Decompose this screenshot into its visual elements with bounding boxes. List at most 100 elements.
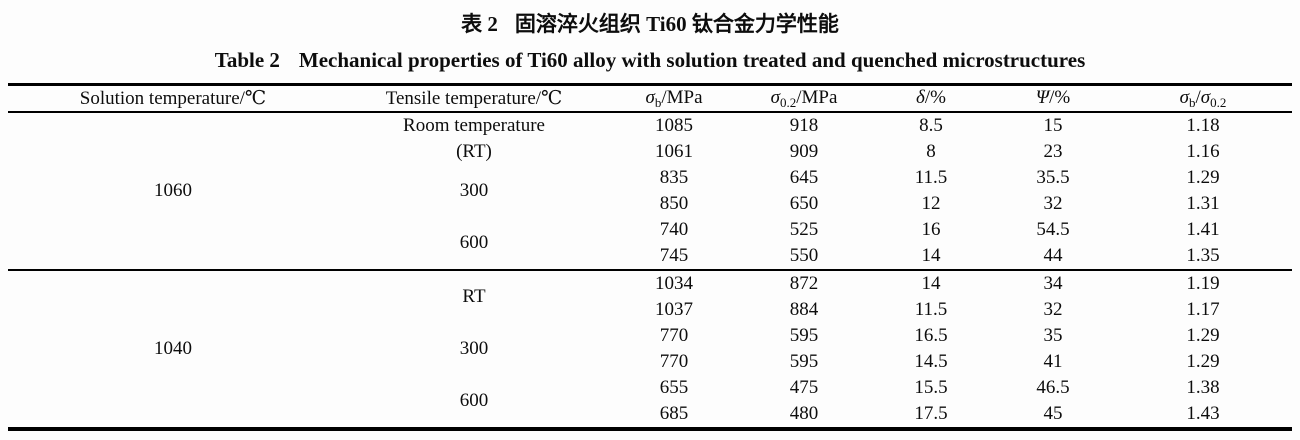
value-cell: 645 — [789, 166, 819, 188]
value-cell: 54.5 — [1036, 218, 1070, 240]
value-cell: 1.29 — [1186, 350, 1220, 372]
value-cell: 1085 — [655, 114, 693, 136]
properties-table: Solution temperature/℃ Tensile temperatur… — [8, 83, 1292, 431]
tensile-temperature-cell: Room temperature (RT) — [338, 112, 610, 165]
value-cell: 1037 — [655, 298, 693, 320]
value-cell: 44 — [1043, 244, 1063, 266]
value-cell: 45 — [1043, 402, 1063, 424]
value-cell: 480 — [789, 402, 819, 424]
table-header-row: Solution temperature/℃ Tensile temperatur… — [8, 85, 1292, 112]
value-cell: 1.35 — [1186, 244, 1220, 266]
value-cell: 1.31 — [1186, 192, 1220, 214]
caption-chinese-text: 固溶淬火组织 Ti60 钛合金力学性能 — [514, 12, 839, 36]
table-row: 850 650 12 32 1.31 — [8, 191, 1292, 217]
value-cell: 685 — [659, 402, 689, 424]
value-cell: 884 — [789, 298, 819, 320]
value-cell: 34 — [1043, 272, 1063, 294]
table-row: 600 740 525 16 54.5 1.41 — [8, 217, 1292, 253]
table-row: 300 835 645 11.5 35.5 1.29 — [8, 165, 1292, 201]
tensile-temperature-line: 600 — [459, 231, 489, 253]
table-row: 1040 RT 1034 872 14 34 1.19 — [8, 269, 1292, 359]
value-cell: 16 — [921, 218, 941, 240]
column-header-solution-temperature: Solution temperature/℃ — [79, 87, 267, 109]
value-cell: 1061 — [655, 140, 693, 162]
value-cell: 1.41 — [1186, 218, 1220, 240]
value-cell: 655 — [659, 376, 689, 398]
value-cell: 850 — [659, 192, 689, 214]
value-cell: 23 — [1043, 140, 1063, 162]
tensile-temperature-line: RT — [462, 285, 486, 307]
column-header-delta: δ/% — [916, 87, 946, 109]
value-cell: 745 — [659, 244, 689, 266]
value-cell: 1034 — [655, 272, 693, 294]
value-cell: 14.5 — [914, 350, 948, 372]
value-cell: 650 — [789, 192, 819, 214]
value-cell: 525 — [789, 218, 819, 240]
value-cell: 1.16 — [1186, 140, 1220, 162]
tensile-temperature-cell: 600 — [338, 375, 610, 429]
tensile-temperature-cell: 600 — [338, 217, 610, 270]
value-cell: 770 — [659, 324, 689, 346]
value-cell: 8 — [926, 140, 936, 162]
column-header-sigma-0-2: σ0.2/MPa — [770, 87, 838, 111]
value-cell: 11.5 — [914, 166, 948, 188]
value-cell: 1.17 — [1186, 298, 1220, 320]
tensile-temperature-line: (RT) — [456, 140, 492, 162]
tensile-temperature-cell: 300 — [338, 165, 610, 217]
table-row: 300 770 595 16.5 35 1.29 — [8, 323, 1292, 359]
column-header-tensile-temperature: Tensile temperature/℃ — [385, 87, 563, 109]
value-cell: 918 — [789, 114, 819, 136]
caption-english-label: Table 2 — [214, 48, 280, 72]
value-cell: 12 — [921, 192, 941, 214]
value-cell: 475 — [789, 376, 819, 398]
solution-temperature-cell: 1040 — [154, 337, 192, 359]
tensile-temperature-line: 300 — [459, 337, 489, 359]
value-cell: 32 — [1043, 192, 1063, 214]
value-cell: 1.43 — [1186, 402, 1220, 424]
column-header-sigma-ratio: σb/σ0.2 — [1179, 87, 1227, 111]
value-cell: 46.5 — [1036, 376, 1070, 398]
value-cell: 1.29 — [1186, 324, 1220, 346]
value-cell: 14 — [921, 272, 941, 294]
value-cell: 1.18 — [1186, 114, 1220, 136]
table-row: 600 655 475 15.5 46.5 1.38 — [8, 375, 1292, 411]
value-cell: 35.5 — [1036, 166, 1070, 188]
value-cell: 1.29 — [1186, 166, 1220, 188]
table-body: 1060 Room temperature (RT) 1085 918 8.5 15 1.18… — [8, 112, 1292, 429]
value-cell: 835 — [659, 166, 689, 188]
value-cell: 35 — [1043, 324, 1063, 346]
table-row: 770 595 14.5 41 1.29 — [8, 349, 1292, 375]
value-cell: 770 — [659, 350, 689, 372]
tensile-temperature-cell: 300 — [338, 323, 610, 375]
value-cell: 595 — [789, 324, 819, 346]
value-cell: 909 — [789, 140, 819, 162]
column-header-psi: Ψ/% — [1035, 87, 1071, 109]
solution-temperature-cell: 1060 — [154, 179, 192, 201]
value-cell: 740 — [659, 218, 689, 240]
table-row: 1060 Room temperature (RT) 1085 918 8.5 15 1.18 — [8, 112, 1292, 201]
value-cell: 8.5 — [919, 114, 943, 136]
value-cell: 1.19 — [1186, 272, 1220, 294]
value-cell: 41 — [1043, 350, 1063, 372]
tensile-temperature-cell: RT — [338, 270, 610, 323]
caption-english: Table 2 Mechanical properties of Ti60 all… — [0, 48, 1300, 73]
value-cell: 595 — [789, 350, 819, 372]
table-row: 1037 884 11.5 32 1.17 — [8, 297, 1292, 323]
caption-chinese: 表 2 固溶淬火组织 Ti60 钛合金力学性能 — [0, 11, 1300, 38]
value-cell: 14 — [921, 244, 941, 266]
caption-english-text: Mechanical properties of Ti60 alloy with… — [298, 48, 1086, 72]
value-cell: 872 — [789, 272, 819, 294]
value-cell: 550 — [789, 244, 819, 266]
tensile-temperature-line: 300 — [459, 179, 489, 201]
value-cell: 17.5 — [914, 402, 948, 424]
caption-chinese-label: 表 2 — [461, 12, 498, 36]
value-cell: 1.38 — [1186, 376, 1220, 398]
tensile-temperature-line: 600 — [459, 389, 489, 411]
value-cell: 16.5 — [914, 324, 948, 346]
table-captions: 表 2 固溶淬火组织 Ti60 钛合金力学性能 Table 2 Mechanical… — [0, 0, 1300, 73]
value-cell: 15.5 — [914, 376, 948, 398]
column-header-sigma-b: σb/MPa — [645, 87, 703, 111]
value-cell: 32 — [1043, 298, 1063, 320]
table-row: 745 550 14 44 1.35 — [8, 243, 1292, 270]
table-row: 685 480 17.5 45 1.43 — [8, 401, 1292, 429]
